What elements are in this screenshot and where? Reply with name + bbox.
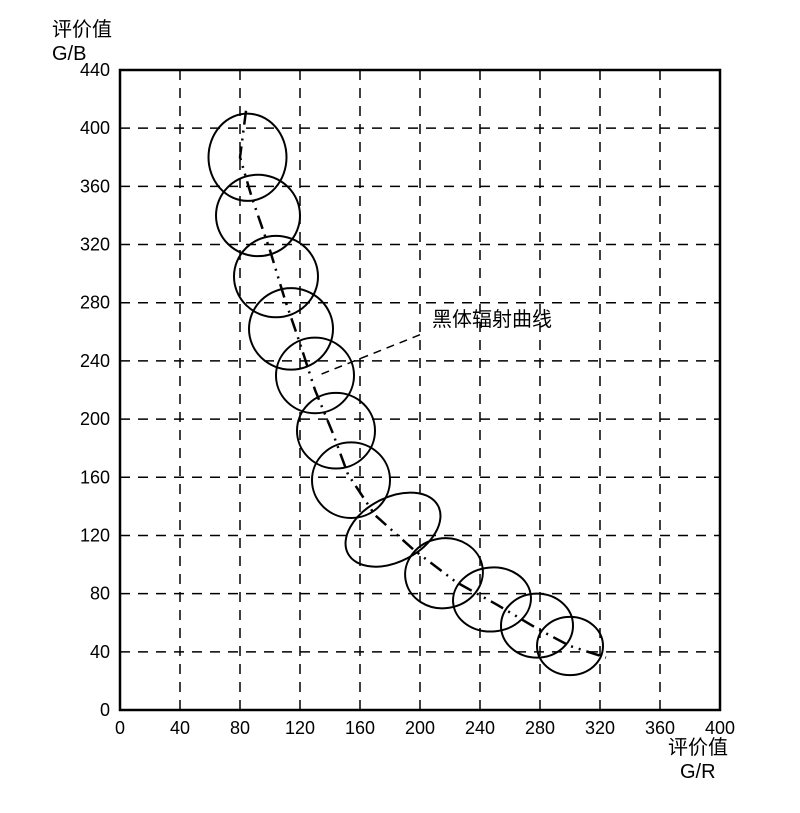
x-tick-label: 80 <box>230 718 250 738</box>
y-tick-label: 360 <box>80 176 110 196</box>
x-tick-label: 120 <box>285 718 315 738</box>
x-tick-label: 40 <box>170 718 190 738</box>
y-tick-label: 320 <box>80 235 110 255</box>
y-tick-label: 240 <box>80 351 110 371</box>
y-axis-title-line2: G/B <box>52 43 86 65</box>
x-tick-label: 240 <box>465 718 495 738</box>
x-tick-label: 360 <box>645 718 675 738</box>
x-tick-label: 280 <box>525 718 555 738</box>
curve-label: 黑体辐射曲线 <box>432 308 552 331</box>
x-tick-label: 0 <box>115 718 125 738</box>
y-tick-label: 80 <box>90 584 110 604</box>
y-tick-label: 0 <box>100 700 110 720</box>
x-tick-label: 400 <box>705 718 735 738</box>
y-tick-label: 160 <box>80 467 110 487</box>
x-tick-label: 160 <box>345 718 375 738</box>
blackbody-radiation-chart: 黑体辐射曲线 0 40 80 120 160 200 240 280 320 360 400 0 40 80… <box>0 0 800 813</box>
y-tick-label: 280 <box>80 293 110 313</box>
y-tick-label: 120 <box>80 525 110 545</box>
x-tick-label: 320 <box>585 718 615 738</box>
y-tick-label: 200 <box>80 409 110 429</box>
x-axis-title-line2: G/R <box>680 761 716 783</box>
y-tick-label: 400 <box>80 118 110 138</box>
x-tick-label: 200 <box>405 718 435 738</box>
y-axis-title-line1: 评价值 <box>52 18 112 41</box>
y-tick-label: 40 <box>90 642 110 662</box>
x-axis-title-line1: 评价值 <box>668 736 728 759</box>
